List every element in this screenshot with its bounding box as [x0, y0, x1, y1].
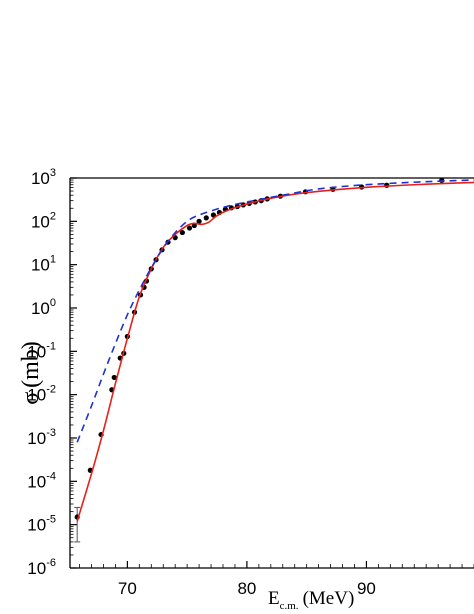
y-tick-base: 10 — [27, 386, 46, 405]
y-tick-base: 10 — [27, 516, 46, 535]
x-tick-label: 90 — [357, 579, 376, 598]
data-point — [210, 212, 217, 218]
y-tick-label: 102 — [31, 210, 56, 231]
y-tick-base: 10 — [31, 299, 50, 318]
y-tick-exponent: 2 — [50, 210, 56, 222]
y-tick-base: 10 — [27, 342, 46, 361]
solid-series-line — [76, 181, 474, 522]
y-tick-label: 100 — [31, 297, 56, 318]
y-tick-label: 10-3 — [27, 427, 56, 448]
y-tick-base: 10 — [31, 256, 50, 275]
y-tick-label: 10-4 — [27, 470, 56, 491]
y-tick-label: 103 — [31, 167, 56, 188]
x-axis-unit: (MeV) — [303, 588, 355, 609]
data-point — [186, 225, 193, 231]
x-axis-subscript: c.m. — [280, 600, 299, 612]
series-layer — [74, 177, 474, 543]
data-point — [111, 374, 117, 381]
x-axis-variable: E — [268, 588, 280, 609]
y-tick-exponent: -4 — [46, 470, 56, 482]
y-axis-label: σ (mb) — [18, 341, 44, 405]
y-tick-base: 10 — [31, 169, 50, 188]
data-point — [179, 229, 185, 236]
y-tick-label: 10-2 — [27, 384, 56, 405]
y-axis-symbol: σ — [18, 392, 44, 405]
x-axis-label: Ec.m. (MeV) — [268, 588, 354, 612]
y-axis-unit: (mb) — [18, 341, 44, 388]
plot-area — [69, 177, 474, 569]
y-tick-exponent: -1 — [46, 340, 56, 352]
x-tick-label: 80 — [237, 579, 256, 598]
y-tick-label: 10-1 — [27, 340, 56, 361]
y-tick-base: 10 — [27, 472, 46, 491]
data-point — [203, 215, 209, 221]
data-point — [196, 218, 202, 224]
y-tick-base: 10 — [27, 429, 46, 448]
y-tick-label: 101 — [31, 254, 56, 275]
y-tick-label: 10-6 — [27, 557, 56, 578]
y-tick-base: 10 — [31, 212, 50, 231]
x-tick-label: 70 — [118, 579, 137, 598]
y-tick-exponent: 1 — [50, 254, 56, 266]
y-tick-exponent: -5 — [46, 514, 56, 526]
y-tick-exponent: -6 — [46, 557, 56, 569]
y-tick-label: 10-5 — [27, 514, 56, 535]
y-tick-exponent: -2 — [46, 384, 56, 396]
data-points-series — [74, 177, 445, 543]
x-axis-ticks: 70 80 90 — [79, 561, 474, 598]
y-tick-exponent: 3 — [50, 167, 56, 179]
y-tick-exponent: -3 — [46, 427, 56, 439]
y-tick-exponent: 0 — [50, 297, 56, 309]
dashed-series-line — [76, 179, 474, 443]
y-tick-base: 10 — [27, 559, 46, 578]
